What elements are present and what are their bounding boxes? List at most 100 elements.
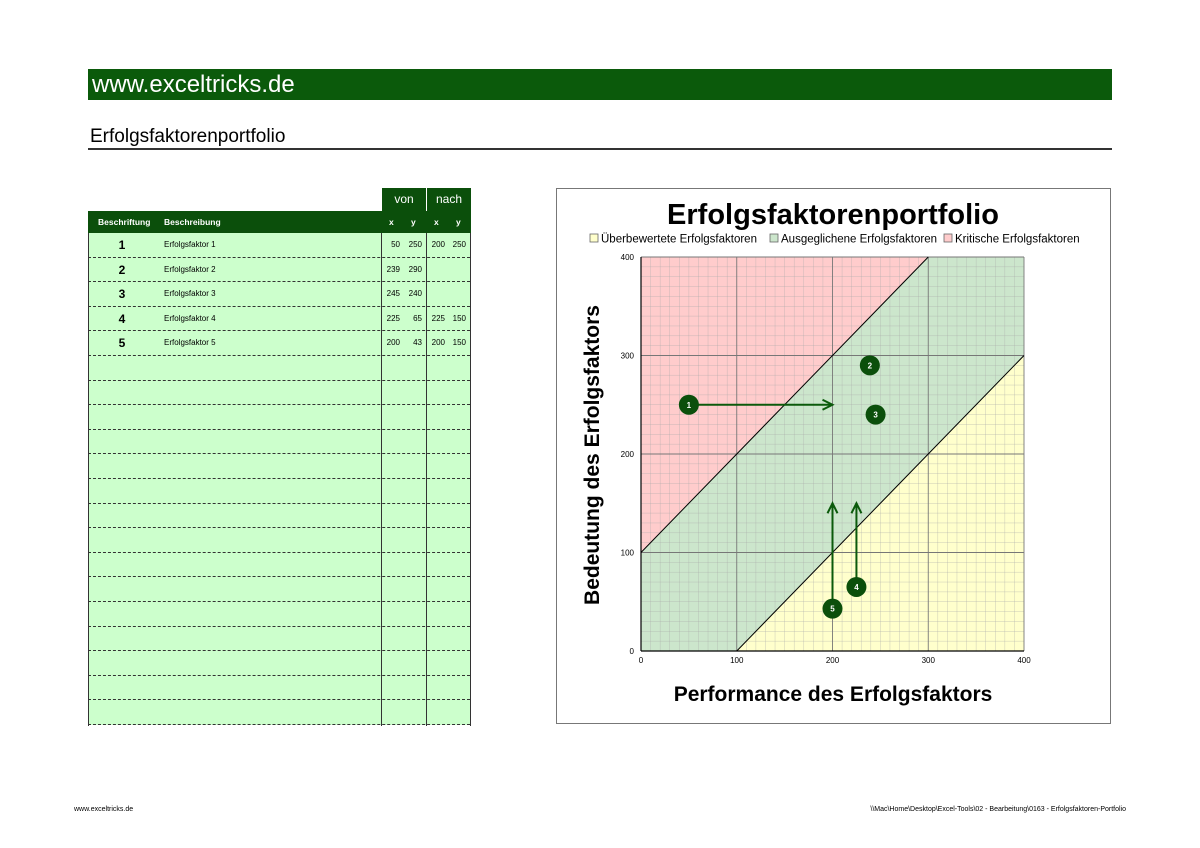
- y-axis-label: Bedeutung des Erfolgsfaktors: [581, 305, 604, 605]
- row-from-x: 239: [386, 264, 400, 274]
- data-point: [865, 404, 886, 425]
- plot-area: 0 100 200 300 400 0 100 200 300 400 1 2 3 4 5: [621, 253, 1032, 665]
- row-from-y: 43: [413, 338, 422, 348]
- legend-swatch-critical: [943, 233, 953, 243]
- row-description: Erfolgsfaktor 3: [164, 289, 216, 299]
- portfolio-chart: Erfolgsfaktorenportfolio Überbewertete E…: [556, 188, 1111, 724]
- group-header-to: nach: [426, 188, 471, 211]
- table-row: 1 Erfolgsfaktor 1 50 250 200 250: [88, 233, 470, 258]
- y-tick-label: 400: [621, 253, 635, 262]
- col-header-to-y: y: [456, 217, 461, 227]
- column-header-row: Beschriftung Beschreibung x y x y: [88, 211, 471, 233]
- site-banner: www.exceltricks.de: [88, 69, 1112, 100]
- table-divider-from: [381, 233, 382, 726]
- table-body: 5 Erfolgsfaktor 5 200 43 200 150 4 Erfolgsfakto…: [88, 233, 471, 726]
- col-header-from-x: x: [389, 217, 394, 227]
- row-label: 3: [118, 287, 126, 302]
- legend-label-critical: Kritische Erfolgsfaktoren: [955, 234, 1080, 246]
- data-point: [859, 355, 880, 376]
- table-divider-to: [426, 233, 427, 726]
- table-row-empty: [88, 675, 470, 701]
- table-row: 2 Erfolgsfaktor 2 239 290: [88, 257, 470, 283]
- row-from-y: 240: [408, 289, 422, 299]
- row-to-x: 200: [431, 338, 445, 348]
- table-row-empty: [88, 380, 470, 406]
- row-from-x: 245: [386, 289, 400, 299]
- movement-arrow-head: [850, 501, 863, 514]
- row-to-y: 150: [452, 313, 466, 323]
- data-point-label: 3: [873, 411, 878, 420]
- y-tick-label: 100: [621, 549, 635, 558]
- row-label: 2: [118, 262, 126, 277]
- col-header-from-y: y: [411, 217, 416, 227]
- data-point-label: 5: [830, 605, 835, 614]
- row-to-x: [429, 282, 445, 306]
- legend-swatch-balanced: [769, 233, 779, 243]
- y-tick-label: 300: [621, 352, 635, 361]
- y-tick-label: 0: [630, 647, 635, 656]
- table-row-empty: [88, 700, 470, 725]
- table-row-empty: [88, 552, 470, 578]
- table-row-empty: [88, 503, 470, 529]
- site-title: www.exceltricks.de: [92, 71, 295, 98]
- col-header-to-x: x: [434, 217, 439, 227]
- table-row-empty: [88, 602, 470, 627]
- table-border-left: [88, 233, 89, 726]
- col-header-label: Beschriftung: [98, 217, 151, 227]
- row-from-y: 250: [408, 240, 422, 249]
- table-border-right: [470, 233, 471, 726]
- row-to-y: [450, 282, 466, 306]
- table-row-empty: [88, 651, 470, 676]
- col-header-description: Beschreibung: [164, 217, 221, 227]
- chart-title: Erfolgsfaktorenportfolio: [667, 199, 999, 231]
- movement-arrow-head: [822, 398, 835, 411]
- row-to-x: 200: [431, 240, 445, 249]
- x-tick-label: 300: [922, 656, 936, 665]
- data-point-label: 2: [868, 361, 873, 370]
- row-from-x: 200: [386, 338, 400, 348]
- table-row-empty: [88, 356, 470, 381]
- row-label: 5: [118, 336, 126, 351]
- data-point-label: 4: [854, 583, 859, 592]
- table-row: 5 Erfolgsfaktor 5 200 43 200 150: [88, 331, 470, 356]
- title-divider: [88, 148, 1112, 150]
- x-tick-label: 100: [730, 656, 744, 665]
- table-row-empty: [88, 528, 470, 553]
- table-row-empty: [88, 405, 470, 430]
- table-row-empty: [88, 479, 470, 504]
- row-to-y: 250: [452, 240, 466, 249]
- row-to-x: [429, 258, 445, 282]
- x-tick-label: 400: [1017, 656, 1031, 665]
- x-axis-label: Performance des Erfolgsfaktors: [674, 683, 993, 706]
- row-from-y: 65: [413, 313, 422, 323]
- footer-site: www.exceltricks.de: [74, 806, 134, 813]
- chart-canvas: Erfolgsfaktorenportfolio Überbewertete E…: [581, 199, 1080, 706]
- data-point: [846, 576, 867, 597]
- row-from-y: 290: [408, 264, 422, 274]
- legend-label-balanced: Ausgeglichene Erfolgsfaktoren: [781, 234, 937, 246]
- row-to-y: 150: [452, 338, 466, 348]
- y-tick-label: 200: [621, 450, 635, 459]
- data-point: [822, 598, 843, 619]
- zone-boundary-line: [736, 355, 1025, 652]
- data-point-label: 1: [687, 401, 692, 410]
- row-description: Erfolgsfaktor 5: [164, 338, 216, 348]
- legend-swatch-overrated: [589, 233, 599, 243]
- table-row-empty: [88, 577, 470, 602]
- legend-label-overrated: Überbewertete Erfolgsfaktoren: [601, 234, 757, 246]
- row-from-x: 225: [386, 313, 400, 323]
- page-title: Erfolgsfaktorenportfolio: [90, 126, 286, 147]
- footer-path: \\Mac\Home\Desktop\Excel-Tools\02 - Bear…: [870, 806, 1126, 813]
- group-header-from: von: [381, 188, 426, 211]
- row-to-y: [450, 258, 466, 282]
- table-row-empty: [88, 429, 470, 455]
- table-row-empty: [88, 454, 470, 479]
- row-label: 1: [118, 238, 126, 252]
- table-row: 4 Erfolgsfaktor 4 225 65 225 150: [88, 306, 470, 332]
- data-point: [678, 394, 699, 415]
- row-label: 4: [118, 311, 126, 326]
- row-description: Erfolgsfaktor 2: [164, 264, 216, 274]
- row-from-x: 50: [391, 240, 400, 249]
- table-row-empty: [88, 626, 470, 652]
- row-description: Erfolgsfaktor 1: [164, 240, 216, 249]
